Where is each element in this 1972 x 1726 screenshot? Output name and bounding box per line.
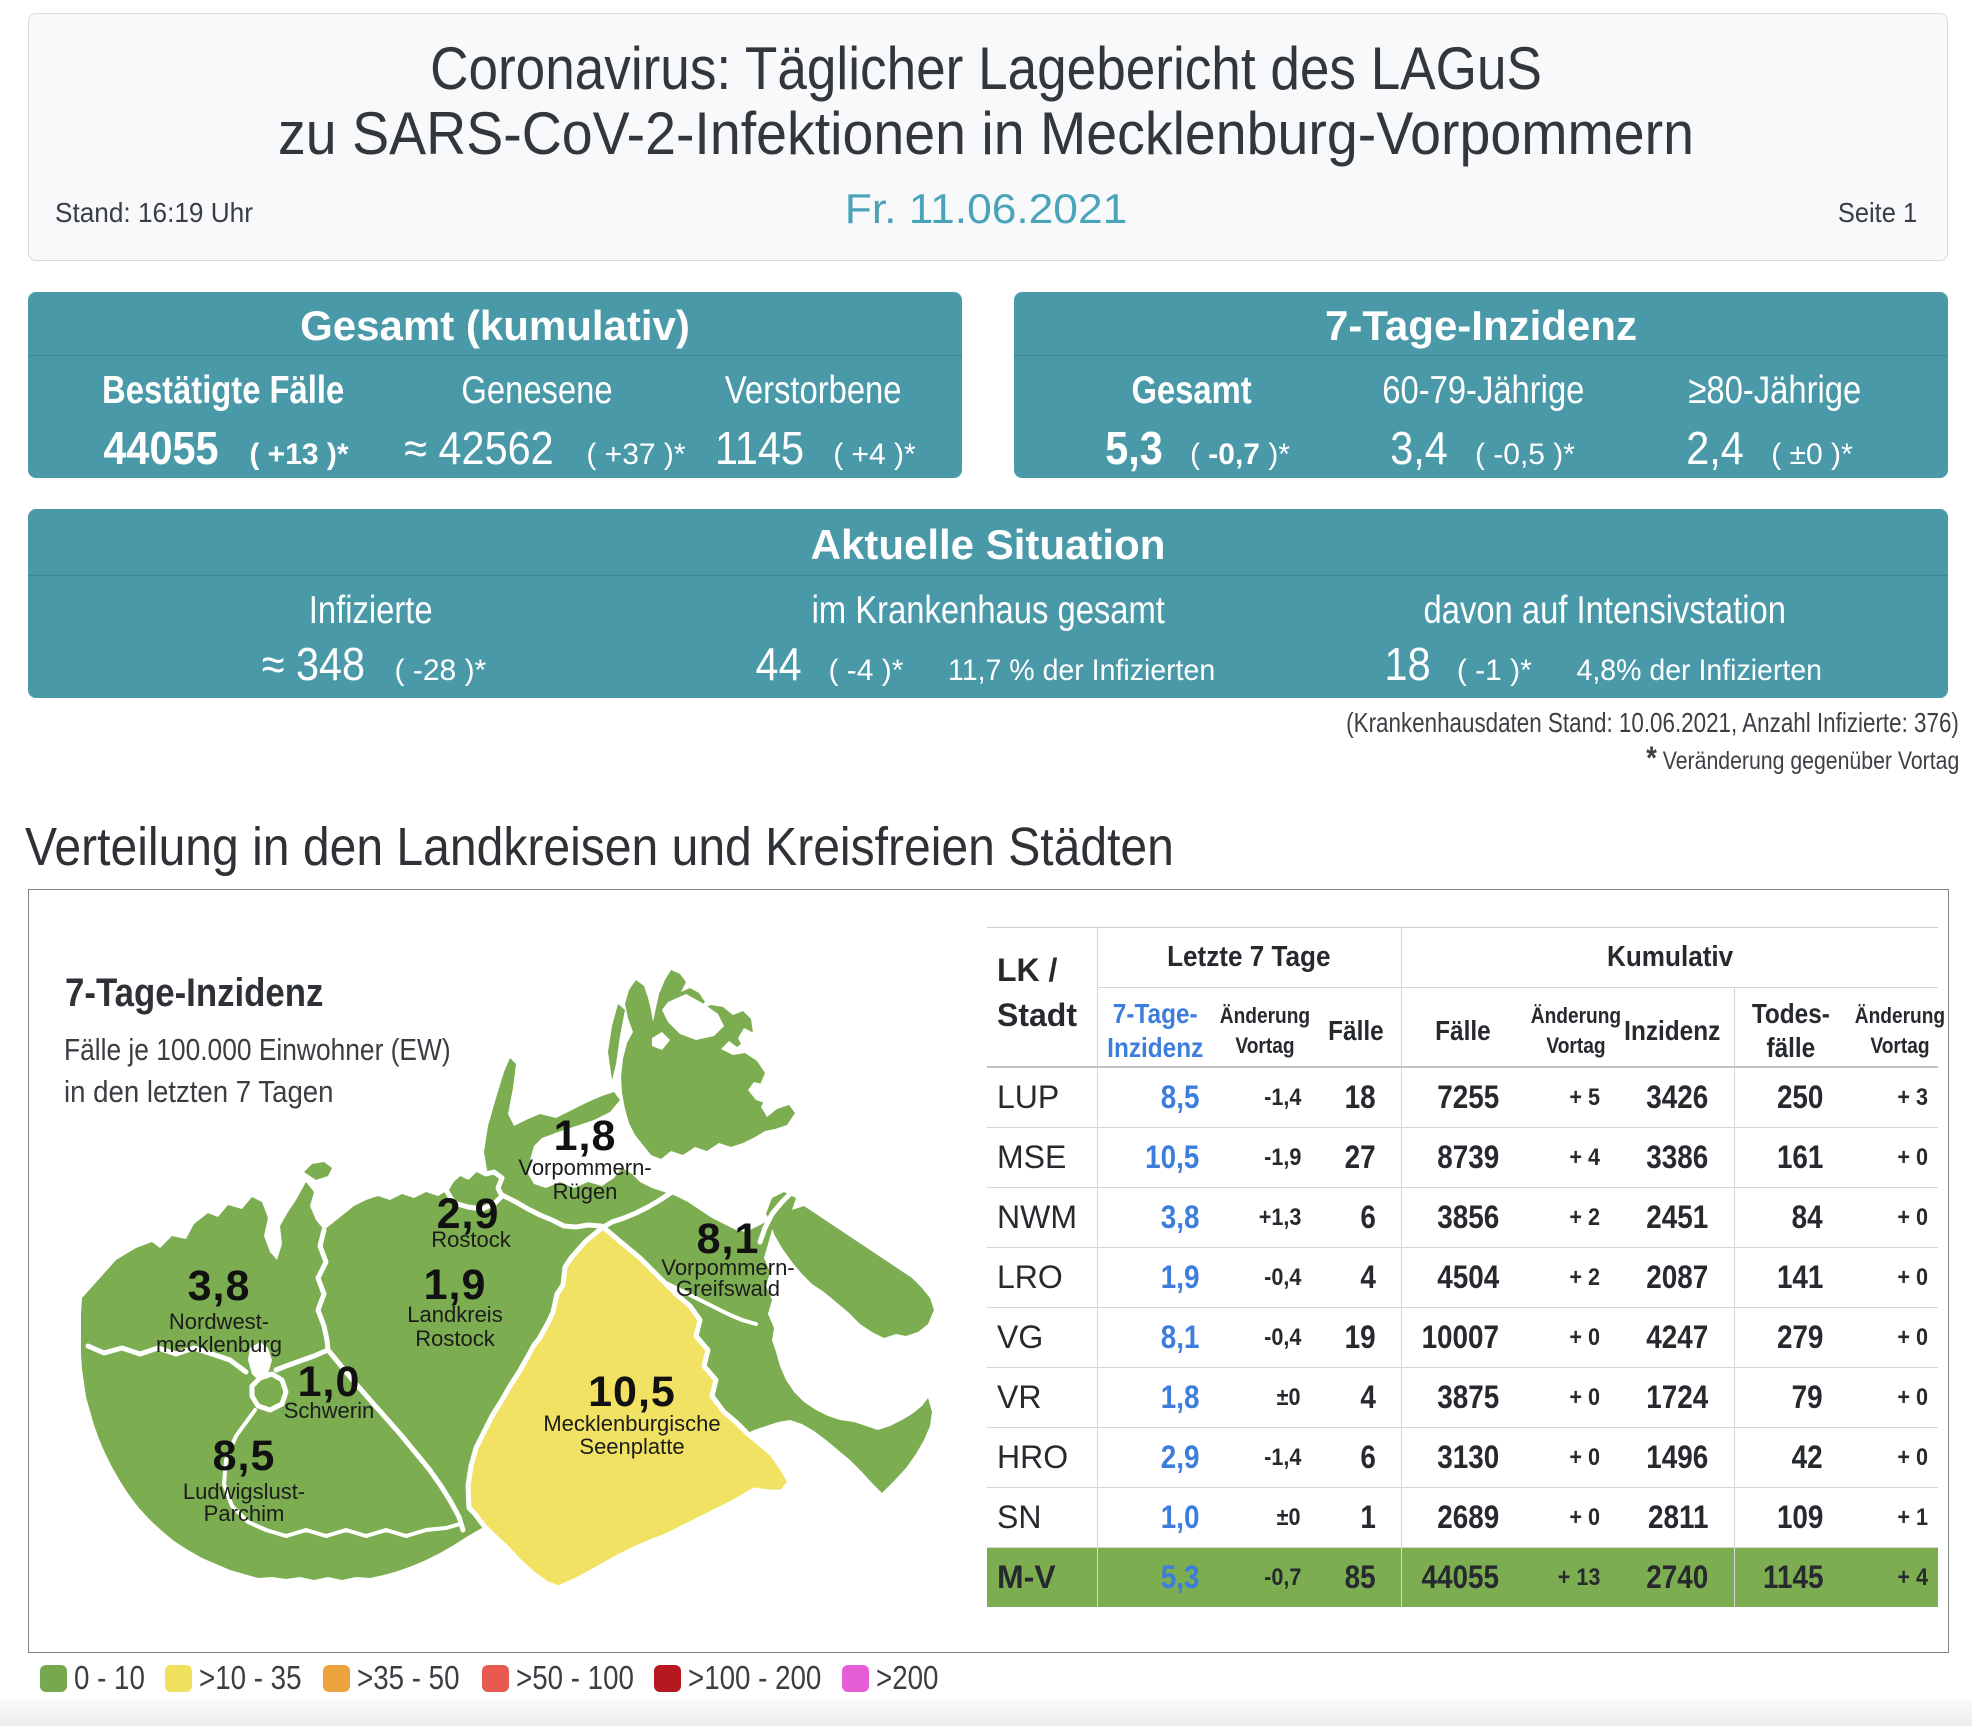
svg-text:Rostock: Rostock [431, 1227, 511, 1252]
svg-text:mecklenburg: mecklenburg [156, 1332, 282, 1357]
svg-text:1,0: 1,0 [298, 1358, 361, 1406]
svg-text:Mecklenburgische: Mecklenburgische [543, 1411, 720, 1436]
svg-text:Rostock: Rostock [415, 1326, 495, 1351]
svg-text:2,9: 2,9 [437, 1190, 500, 1238]
svg-text:1,8: 1,8 [554, 1112, 617, 1160]
svg-text:10,5: 10,5 [588, 1368, 676, 1416]
svg-text:8,5: 8,5 [213, 1432, 276, 1480]
svg-text:8,1: 8,1 [697, 1215, 760, 1263]
svg-text:Rügen: Rügen [553, 1179, 618, 1204]
svg-text:Seenplatte: Seenplatte [579, 1434, 684, 1459]
svg-text:Landkreis: Landkreis [407, 1302, 502, 1327]
svg-text:Ludwigslust-: Ludwigslust- [183, 1479, 305, 1504]
svg-text:Greifswald: Greifswald [676, 1276, 780, 1301]
svg-text:Vorpommern-: Vorpommern- [518, 1155, 651, 1180]
svg-text:Parchim: Parchim [204, 1501, 285, 1526]
svg-text:Vorpommern-: Vorpommern- [661, 1255, 794, 1280]
svg-text:3,8: 3,8 [188, 1262, 251, 1310]
svg-text:Nordwest-: Nordwest- [169, 1309, 269, 1334]
svg-text:1,9: 1,9 [424, 1261, 487, 1309]
svg-text:Schwerin: Schwerin [284, 1398, 374, 1423]
